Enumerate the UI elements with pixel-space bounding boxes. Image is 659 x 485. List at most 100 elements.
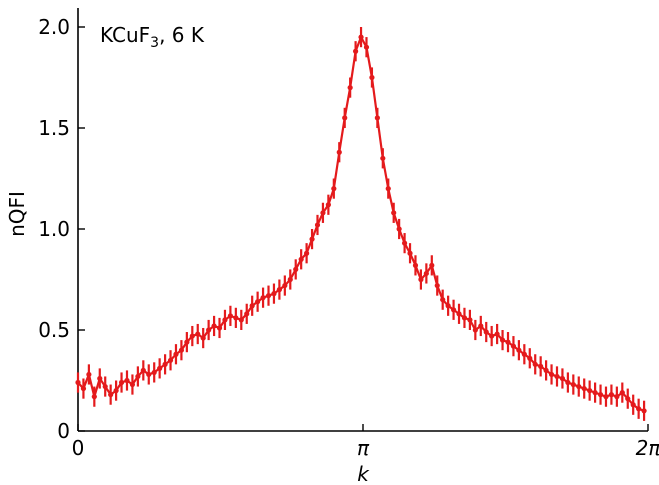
- data-point-63: [418, 276, 424, 283]
- data-point-60: [401, 240, 408, 246]
- data-point-14: [151, 369, 157, 376]
- data-point-44: [314, 222, 321, 228]
- data-point-50: [347, 85, 353, 91]
- x-tick-label-2: 2π: [636, 436, 659, 460]
- data-point-58: [391, 210, 397, 216]
- data-point-25: [211, 323, 217, 329]
- data-point-69: [450, 307, 457, 313]
- data-point-20: [184, 339, 190, 345]
- data-point-5: [102, 383, 108, 390]
- data-point-75: [483, 329, 489, 335]
- y-tick-label-4: 2.0: [38, 15, 70, 39]
- y-tick-label-1: 0.5: [38, 318, 70, 342]
- data-point-2: [86, 371, 92, 378]
- data-point-18: [173, 351, 179, 357]
- x-ticks: 0 π 2π: [72, 424, 659, 460]
- data-point-31: [244, 311, 250, 317]
- data-point-76: [489, 333, 495, 339]
- data-point-35: [265, 293, 272, 299]
- data-point-54: [369, 74, 375, 81]
- data-point-49: [342, 115, 348, 121]
- data-point-101: [625, 396, 631, 402]
- data-point-22: [195, 331, 201, 337]
- data-point-17: [167, 357, 174, 363]
- data-point-7: [113, 388, 119, 394]
- annotation-suffix: , 6 K: [159, 23, 205, 47]
- data-point-4: [97, 375, 103, 382]
- data-point-47: [331, 186, 337, 192]
- data-point-45: [320, 210, 326, 216]
- data-point-51: [352, 48, 359, 54]
- data-point-87: [548, 371, 555, 378]
- data-point-28: [227, 313, 234, 319]
- data-point-61: [407, 250, 413, 256]
- series-line: [77, 36, 645, 412]
- data-point-102: [630, 402, 636, 408]
- y-tick-label-2: 1.0: [38, 217, 70, 241]
- data-point-83: [527, 355, 533, 361]
- data-point-65: [429, 262, 435, 268]
- data-point-81: [516, 347, 522, 353]
- y-tick-label-0: 0: [57, 419, 70, 443]
- sample-annotation: KCuF3, 6 K: [100, 23, 205, 51]
- data-point-34: [260, 295, 266, 301]
- data-point-26: [216, 325, 223, 331]
- annotation-subscript: 3: [150, 35, 159, 51]
- data-point-74: [478, 323, 484, 329]
- data-point-23: [200, 335, 206, 341]
- data-point-93: [581, 385, 587, 392]
- data-point-92: [576, 383, 582, 390]
- data-point-96: [597, 392, 604, 398]
- data-point-98: [608, 392, 615, 398]
- data-point-84: [532, 361, 538, 367]
- x-axis-label: k: [357, 462, 370, 485]
- data-point-70: [456, 311, 462, 317]
- axes: [77, 8, 648, 432]
- y-axis-label: nQFI: [5, 191, 29, 237]
- data-point-42: [304, 250, 310, 256]
- data-point-12: [140, 367, 146, 373]
- data-point-71: [461, 315, 468, 321]
- data-point-73: [472, 327, 478, 333]
- data-point-39: [287, 276, 293, 283]
- data-point-19: [178, 347, 185, 353]
- data-point-41: [298, 256, 304, 262]
- data-point-3: [91, 394, 97, 400]
- data-point-59: [396, 226, 402, 232]
- data-point-48: [336, 149, 342, 155]
- data-point-36: [271, 291, 277, 297]
- data-point-72: [467, 317, 473, 323]
- data-point-62: [412, 262, 419, 268]
- data-point-66: [434, 282, 440, 289]
- data-point-99: [614, 394, 620, 400]
- data-point-56: [380, 155, 386, 161]
- data-point-32: [249, 303, 255, 309]
- data-point-13: [146, 371, 152, 378]
- data-point-38: [282, 282, 288, 289]
- data-point-37: [276, 287, 282, 293]
- data-point-24: [206, 327, 212, 333]
- data-point-8: [118, 379, 125, 386]
- data-point-16: [162, 361, 168, 367]
- data-point-64: [423, 270, 429, 277]
- data-point-57: [385, 186, 391, 192]
- data-point-55: [374, 115, 380, 121]
- data-point-85: [538, 363, 544, 369]
- data-point-86: [543, 367, 549, 373]
- data-point-88: [554, 373, 560, 380]
- data-point-91: [570, 381, 576, 388]
- data-point-77: [494, 331, 500, 337]
- data-point-100: [619, 390, 625, 396]
- data-point-1: [80, 385, 87, 392]
- data-point-89: [559, 375, 566, 382]
- data-point-30: [238, 317, 244, 323]
- x-tick-label-1: π: [357, 436, 370, 460]
- data-point-33: [255, 299, 261, 305]
- data-point-9: [124, 377, 130, 384]
- data-point-68: [445, 303, 451, 309]
- x-tick-label-0: 0: [72, 436, 85, 460]
- data-point-27: [222, 317, 228, 323]
- data-point-53: [363, 44, 370, 50]
- data-point-80: [510, 343, 517, 349]
